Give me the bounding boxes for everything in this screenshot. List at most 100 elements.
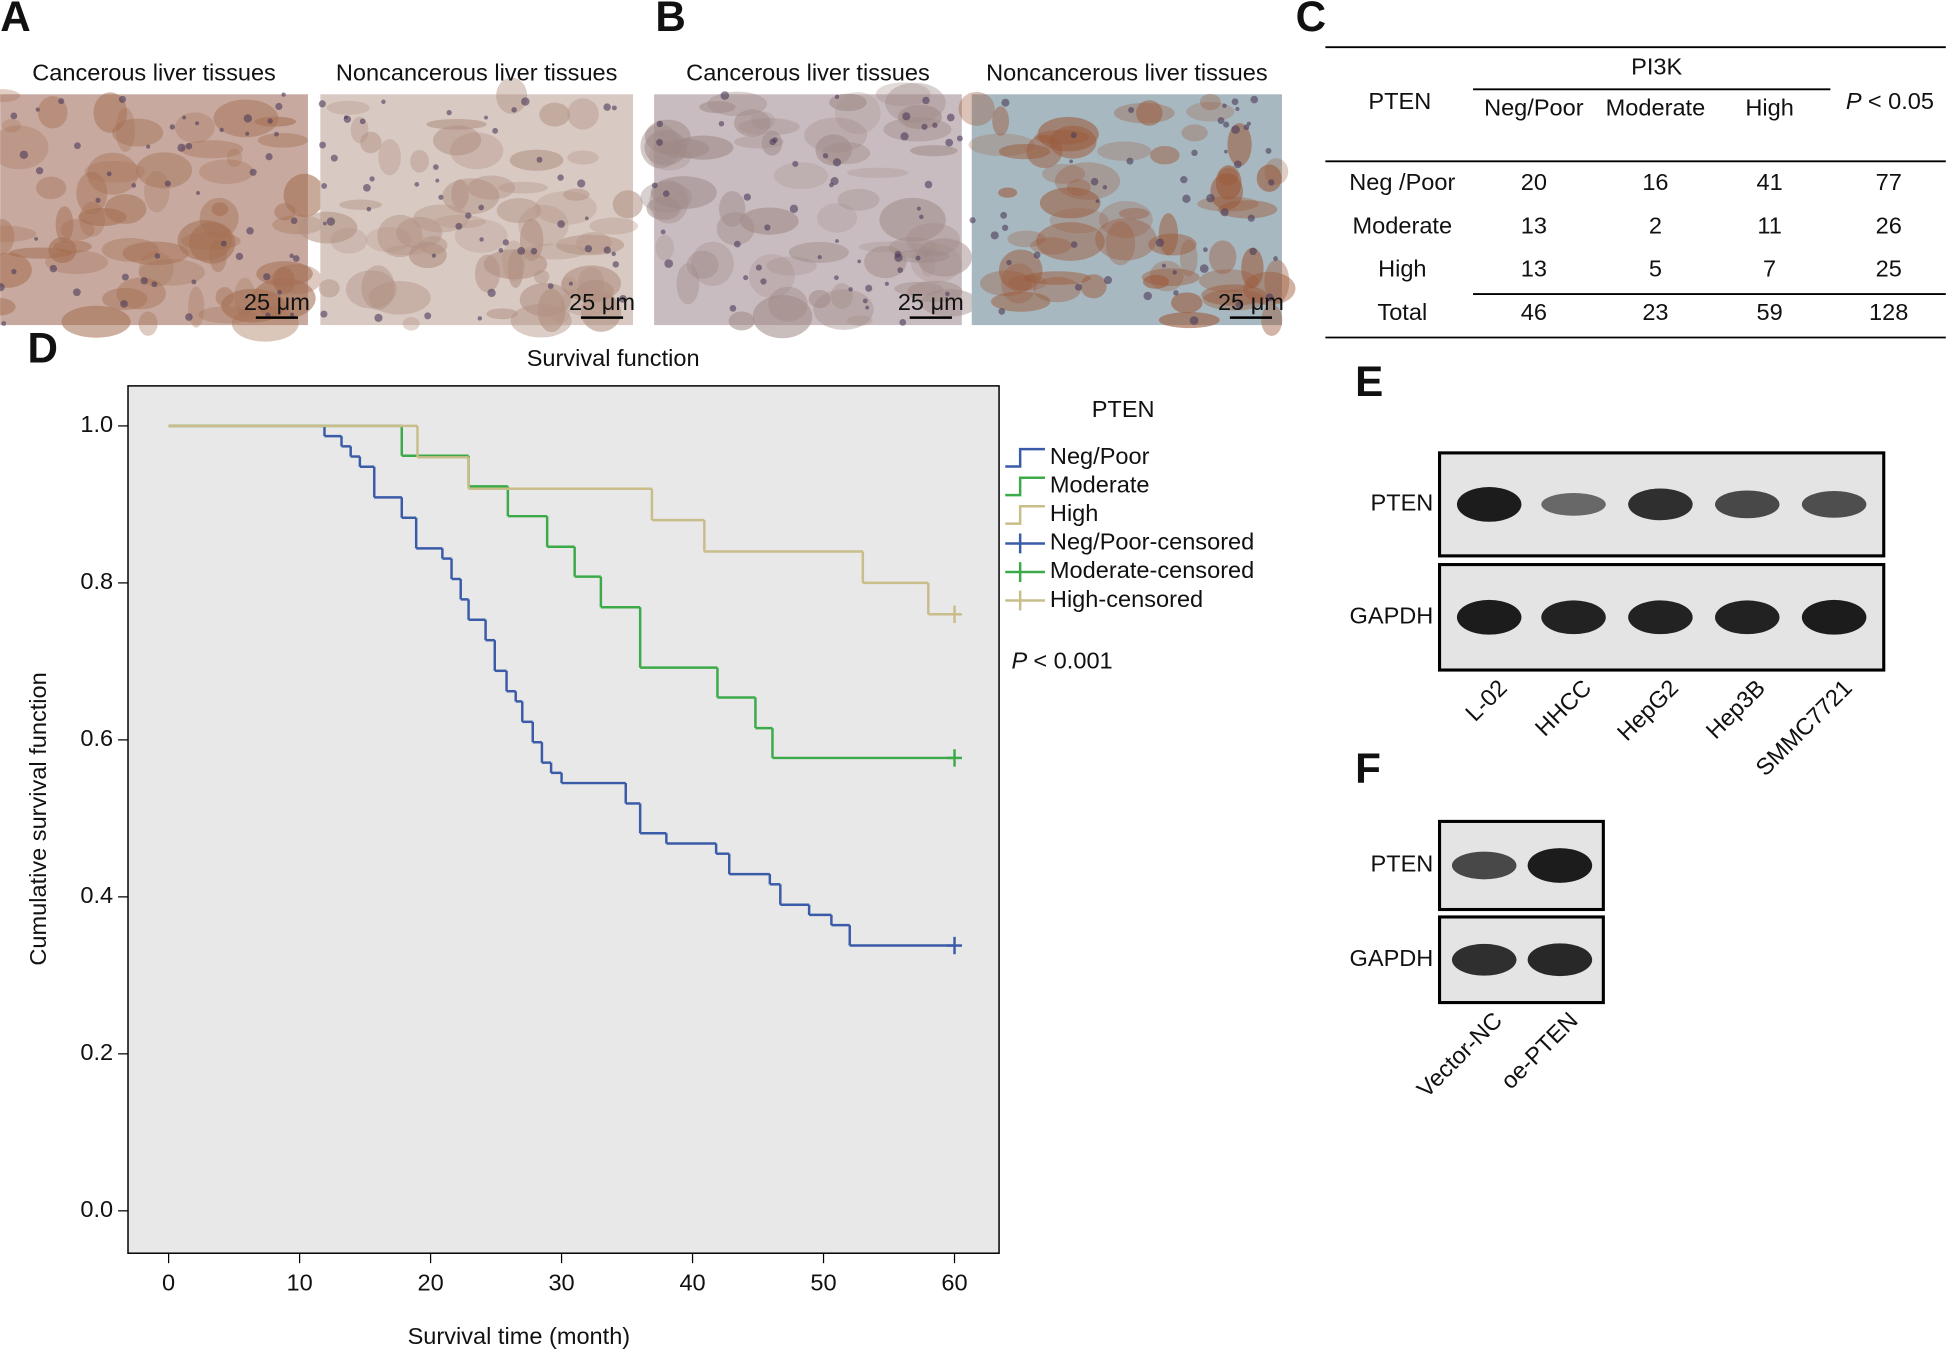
- nucleus: [484, 115, 488, 120]
- tissue-texture: [378, 138, 401, 176]
- tissue-texture: [894, 249, 950, 263]
- tissue-texture: [377, 214, 423, 258]
- nucleus: [1233, 160, 1242, 169]
- tissue-texture: [326, 100, 370, 115]
- legend-swatch: [1005, 533, 1045, 554]
- table-cell: 5: [1649, 256, 1662, 282]
- nucleus: [1070, 132, 1077, 139]
- tissue-texture: [199, 159, 254, 184]
- nucleus: [1206, 194, 1215, 203]
- nucleus: [146, 144, 151, 149]
- nucleus: [498, 248, 504, 253]
- tissue-texture: [1097, 141, 1152, 161]
- panel-letter: C: [1296, 0, 1326, 40]
- tissue-texture: [846, 315, 873, 326]
- nucleus: [1001, 224, 1009, 231]
- nucleus: [274, 131, 279, 137]
- blot-row-label: PTEN: [1370, 490, 1433, 516]
- tissue-texture: [518, 204, 569, 246]
- nucleus: [1243, 124, 1250, 131]
- tissue-texture: [498, 181, 548, 194]
- tissue-texture: [830, 283, 853, 309]
- tissue-texture: [474, 254, 500, 293]
- table-cell: 25: [1876, 256, 1902, 282]
- tissue-texture: [1037, 116, 1099, 152]
- x-axis-label: Survival time (month): [408, 1323, 631, 1349]
- nucleus: [919, 214, 924, 220]
- nucleus: [263, 273, 271, 281]
- nucleus: [1231, 98, 1239, 106]
- nucleus: [487, 288, 496, 298]
- legend-swatch: [1005, 505, 1045, 525]
- blot-band: [1527, 848, 1593, 883]
- tissue-texture: [816, 203, 858, 233]
- tissue-texture: [115, 107, 135, 153]
- tissue-texture: [718, 191, 746, 227]
- tissue-texture: [386, 245, 427, 256]
- nucleus: [320, 310, 328, 318]
- tissue-texture: [676, 263, 700, 305]
- tissue-texture: [894, 281, 943, 296]
- nucleus: [568, 281, 573, 286]
- lane-label: HHCC: [1530, 674, 1597, 741]
- nucleus: [196, 191, 200, 195]
- nucleus: [275, 102, 283, 111]
- nucleus: [956, 135, 963, 142]
- legend-label: High: [1050, 500, 1098, 526]
- nucleus: [603, 103, 611, 111]
- tissue-texture: [402, 317, 420, 331]
- nucleus: [321, 183, 328, 189]
- tissue-texture: [768, 286, 808, 322]
- nucleus: [49, 264, 58, 273]
- nucleus: [789, 204, 799, 213]
- nucleus: [1273, 256, 1278, 261]
- nucleus: [990, 231, 999, 240]
- tissue-texture: [330, 227, 368, 254]
- nucleus: [664, 259, 674, 268]
- tissue-texture: [788, 241, 849, 263]
- tissue-texture: [350, 116, 369, 144]
- y-tick-label: 0.4: [80, 882, 113, 908]
- tissue-texture: [875, 82, 931, 107]
- tissue-texture: [808, 289, 831, 309]
- tissue-texture: [1241, 247, 1264, 289]
- tissue-texture: [339, 199, 382, 210]
- tissue-texture: [1208, 240, 1237, 275]
- nucleus: [1182, 194, 1191, 203]
- tissue-texture: [581, 293, 622, 332]
- image-caption: Cancerous liver tissues: [32, 60, 276, 86]
- table-cell: 13: [1521, 212, 1547, 238]
- nucleus: [182, 115, 187, 120]
- nucleus: [1231, 125, 1240, 134]
- tissue-texture: [211, 202, 229, 217]
- tissue-texture: [467, 175, 515, 200]
- nucleus: [946, 113, 955, 122]
- legend-swatch: [1005, 590, 1045, 611]
- tissue-texture: [897, 104, 943, 130]
- x-tick-label: 40: [679, 1269, 705, 1295]
- nucleus: [932, 122, 938, 128]
- tissue-texture: [501, 240, 526, 282]
- panel-letter: D: [28, 324, 58, 371]
- tissue-texture: [509, 149, 564, 171]
- tissue-texture: [1141, 268, 1200, 287]
- tissue-texture: [138, 258, 205, 286]
- nucleus: [857, 259, 862, 264]
- nucleus: [1143, 291, 1152, 301]
- nucleus: [318, 100, 326, 108]
- tissue-texture: [766, 256, 817, 276]
- nucleus: [1189, 316, 1199, 325]
- blot-band: [1451, 851, 1517, 880]
- image-caption: Cancerous liver tissues: [686, 60, 930, 86]
- x-tick-label: 0: [162, 1269, 175, 1295]
- p-label: P: [1011, 648, 1027, 674]
- nucleus: [511, 107, 517, 113]
- tissue-texture: [1149, 260, 1184, 292]
- panel-letter: E: [1355, 358, 1383, 405]
- tissue-texture: [691, 241, 734, 287]
- tissue-texture: [655, 234, 674, 261]
- nucleus: [35, 107, 40, 112]
- nucleus: [19, 150, 29, 159]
- tissue-texture: [1158, 213, 1179, 256]
- table-group-header: PI3K: [1631, 53, 1682, 79]
